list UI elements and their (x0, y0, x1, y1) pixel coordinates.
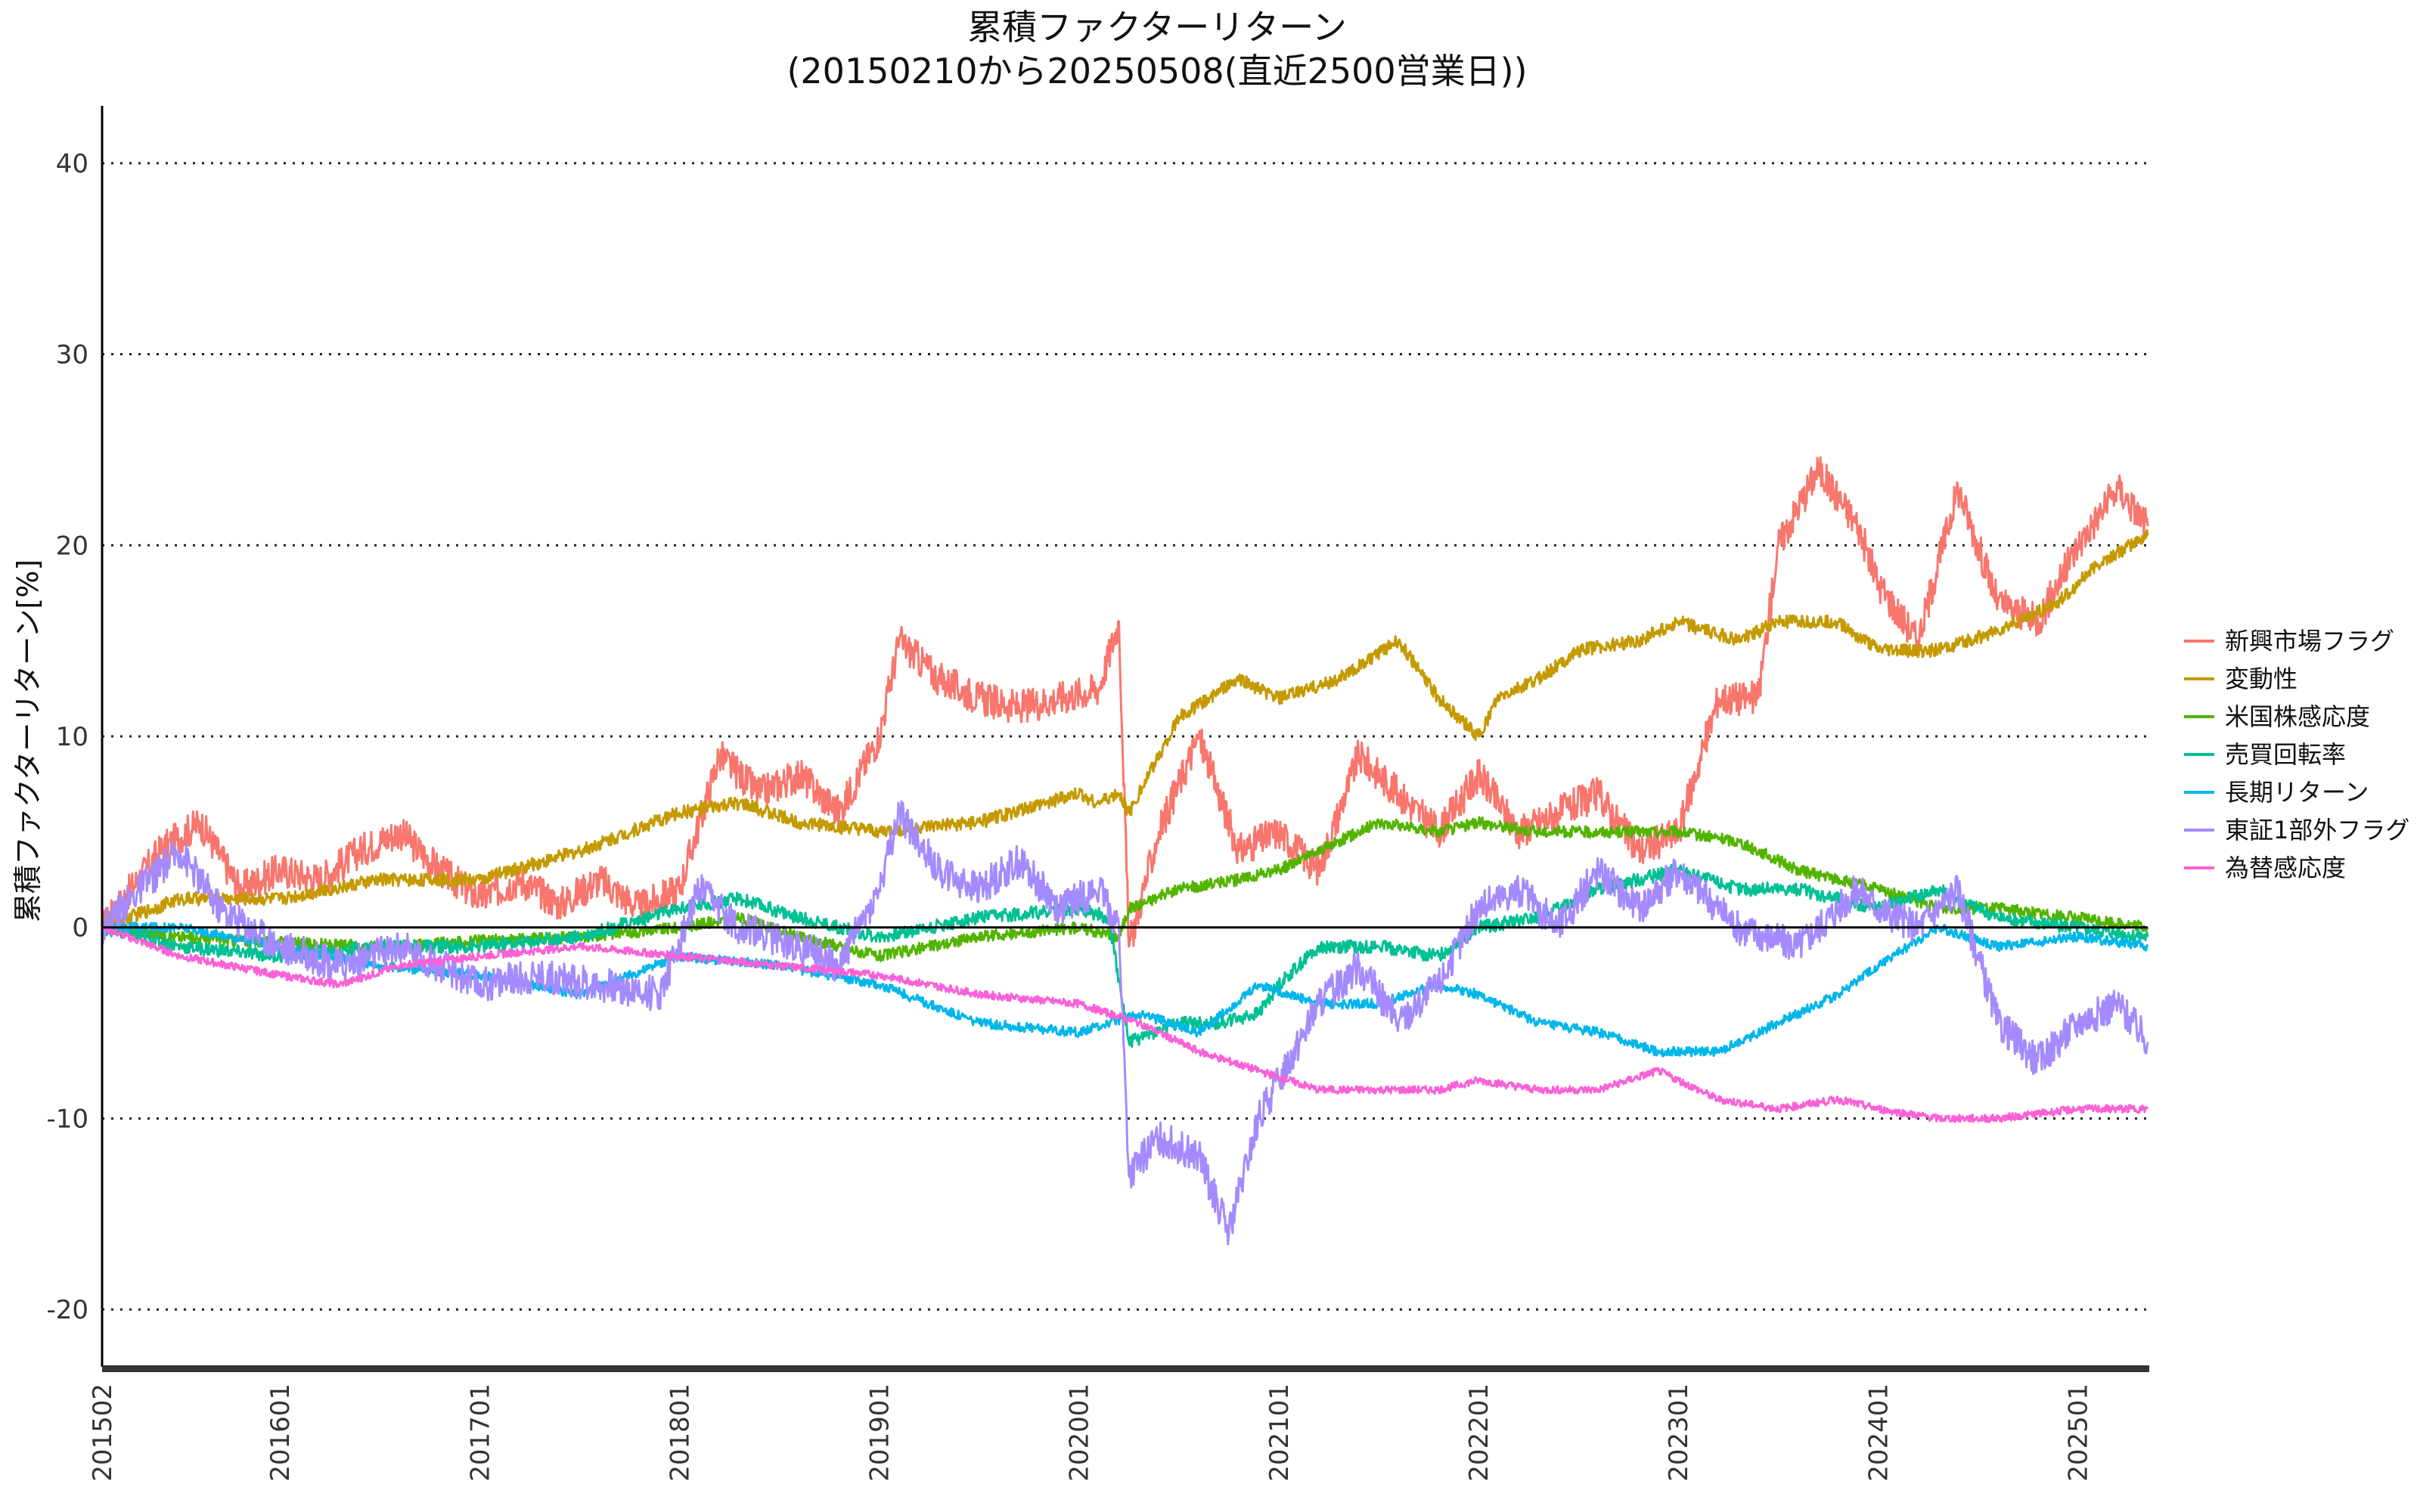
chart-title: 累積ファクターリターン (967, 7, 1347, 48)
y-tick-label: 40 (56, 149, 88, 179)
legend-label: 長期リターン (2225, 778, 2369, 807)
legend-label: 為替感応度 (2225, 854, 2346, 882)
legend-label: 新興市場フラグ (2225, 627, 2394, 655)
x-tick-label: 202501 (2064, 1383, 2094, 1482)
x-tick-label: 201901 (865, 1383, 895, 1482)
x-tick-label: 201701 (465, 1383, 495, 1482)
y-tick-label: 30 (56, 340, 88, 370)
x-tick-label: 202301 (1664, 1383, 1694, 1482)
y-tick-label: -10 (46, 1104, 88, 1134)
y-tick-label: 0 (72, 913, 88, 943)
x-tick-label: 201801 (665, 1383, 695, 1482)
series-line (101, 923, 2149, 1123)
series-line (101, 456, 2149, 948)
x-tick-label: 202101 (1264, 1383, 1295, 1482)
legend-label: 米国株感応度 (2225, 702, 2370, 731)
series-line (101, 528, 2149, 934)
x-tick-label: 202201 (1464, 1383, 1494, 1482)
legend-label: 売買回転率 (2225, 740, 2346, 769)
x-axis-bar (102, 1365, 2149, 1372)
legend-label: 変動性 (2225, 665, 2297, 693)
y-tick-label: 10 (56, 722, 88, 752)
axis-layer: -20 -10 0 10 20 30 40 201502 201601 201701 201801 2… (46, 106, 2149, 1482)
grid-layer (102, 162, 2148, 1311)
x-tick-label: 202001 (1065, 1383, 1095, 1482)
series-line (101, 863, 2149, 1048)
x-tick-label: 201502 (88, 1383, 118, 1482)
legend-label: 東証1部外フラグ (2225, 816, 2409, 844)
y-tick-label: 20 (56, 531, 88, 561)
y-axis-label: 累積ファクターリターン[%] (11, 559, 45, 922)
series-layer (101, 456, 2149, 1246)
x-tick-label: 202401 (1863, 1383, 1894, 1482)
x-tick-label: 201601 (265, 1383, 296, 1482)
y-tick-label: -20 (46, 1295, 88, 1325)
series-line (101, 816, 2149, 962)
chart-subtitle: (20150210から20250508(直近2500営業日)) (786, 51, 1527, 91)
